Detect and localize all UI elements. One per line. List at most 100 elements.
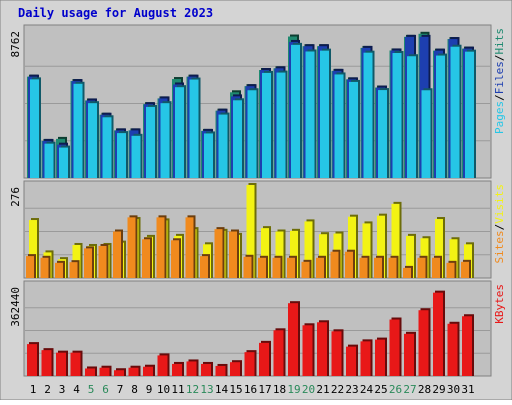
x-tick-label-day-11: 11 bbox=[171, 383, 184, 396]
bar-sites-day-30 bbox=[446, 260, 457, 278]
bar-kbytes-day-11 bbox=[172, 361, 184, 376]
bar-sites-day-13-face bbox=[200, 256, 208, 278]
panel-hits-files-pages-legend: Pages/Files/Hits bbox=[493, 28, 506, 134]
bar-pages-day-16 bbox=[247, 88, 259, 178]
bar-sites-day-23-face bbox=[345, 251, 353, 278]
bar-pages-day-15-face bbox=[233, 100, 242, 178]
bar-pages-day-8 bbox=[131, 133, 143, 178]
bar-pages-day-14-face bbox=[218, 114, 228, 178]
bar-kbytes-day-23-face bbox=[346, 346, 356, 376]
bar-kbytes-day-1 bbox=[27, 342, 39, 376]
bar-visits-day-18 bbox=[275, 229, 286, 278]
bar-sites-day-1 bbox=[26, 254, 36, 278]
bar-kbytes-day-23 bbox=[346, 344, 358, 376]
bar-pages-day-17-face bbox=[262, 72, 271, 178]
bar-visits-day-17-face bbox=[261, 228, 269, 278]
bar-kbytes-day-17-face bbox=[259, 342, 269, 376]
bar-sites-day-23 bbox=[345, 249, 355, 278]
bar-sites-day-17 bbox=[258, 255, 268, 278]
bar-visits-day-20 bbox=[304, 219, 315, 278]
bar-sites-day-6 bbox=[98, 243, 109, 278]
bar-kbytes-day-9-face bbox=[143, 366, 153, 376]
bar-sites-day-24 bbox=[359, 255, 370, 278]
x-tick-label-day-30: 30 bbox=[447, 383, 460, 396]
bar-kbytes-day-31-face bbox=[462, 316, 472, 376]
bar-pages-day-3 bbox=[59, 145, 70, 178]
bar-visits-day-1 bbox=[29, 218, 39, 278]
bar-kbytes-day-24 bbox=[360, 339, 373, 376]
bar-sites-day-26-face bbox=[388, 257, 397, 278]
panel-hits-files-pages: 8762 Pages/Files/Hits bbox=[9, 24, 506, 179]
bar-kbytes-day-25 bbox=[375, 337, 387, 376]
bar-pages-day-18-face bbox=[276, 72, 286, 178]
x-tick-label-day-7: 7 bbox=[117, 383, 124, 396]
bar-sites-day-19-face bbox=[287, 257, 295, 278]
bar-pages-day-19 bbox=[291, 42, 302, 178]
bar-kbytes-day-19 bbox=[288, 301, 300, 376]
x-tick-label-day-25: 25 bbox=[374, 383, 387, 396]
bar-visits-day-23-face bbox=[348, 216, 356, 278]
bar-pages-day-29 bbox=[436, 53, 447, 179]
bar-kbytes-day-26 bbox=[389, 317, 402, 376]
x-tick-label-day-24: 24 bbox=[360, 383, 374, 396]
bar-sites-day-2-face bbox=[40, 257, 49, 278]
bar-visits-day-29-face bbox=[435, 219, 443, 278]
bar-sites-day-13 bbox=[200, 254, 210, 278]
bar-sites-day-21 bbox=[316, 255, 326, 278]
bar-sites-day-11 bbox=[171, 238, 181, 278]
bar-kbytes-day-18-face bbox=[273, 330, 284, 376]
bar-kbytes-day-2-face bbox=[41, 350, 52, 376]
bar-visits-day-30 bbox=[449, 237, 460, 278]
bar-pages-day-16-face bbox=[247, 90, 257, 178]
bar-pages-day-25 bbox=[378, 88, 389, 178]
bar-pages-day-11 bbox=[175, 85, 186, 178]
bar-visits-day-23 bbox=[348, 214, 358, 278]
bar-pages-day-26-face bbox=[392, 53, 402, 178]
bar-kbytes-day-13-face bbox=[201, 363, 211, 376]
bar-pages-day-21-face bbox=[320, 50, 329, 178]
bar-visits-day-1-face bbox=[29, 220, 37, 278]
bar-pages-day-30-face bbox=[450, 46, 460, 179]
panel-visits-sites-legend: Sites/Visits bbox=[493, 184, 506, 264]
bar-sites-day-14 bbox=[214, 227, 225, 278]
x-tick-label-day-8: 8 bbox=[131, 383, 138, 396]
bar-kbytes-day-9 bbox=[143, 364, 155, 376]
bar-pages-day-12 bbox=[189, 77, 201, 178]
x-tick-label-day-26: 26 bbox=[389, 383, 402, 396]
legend-item-hits: Hits bbox=[493, 28, 506, 55]
x-tick-label-day-14: 14 bbox=[215, 383, 229, 396]
bar-sites-day-31-face bbox=[461, 261, 469, 278]
bar-pages-day-22-face bbox=[334, 74, 344, 178]
bar-kbytes-day-16 bbox=[244, 350, 257, 376]
bar-sites-day-29-face bbox=[432, 257, 440, 278]
bar-kbytes-day-7-face bbox=[114, 370, 124, 376]
panel-kbytes-y-max-label: 362440 bbox=[9, 287, 22, 327]
x-axis-labels: 1 2 3 4 5 6 7 8 9 10 11 12 13 14 15 16 17 18 19 20 21 22 23 24 2… bbox=[30, 383, 475, 396]
bar-visits-day-24 bbox=[362, 221, 373, 278]
bar-pages-day-1 bbox=[30, 77, 41, 178]
bar-pages-day-20 bbox=[305, 49, 317, 178]
panel-hits-files-pages-y-max-label: 8762 bbox=[9, 31, 22, 58]
bar-sites-day-1-face bbox=[26, 256, 34, 278]
legend-item-visits: Visits bbox=[493, 184, 506, 224]
panel-hits-files-pages-legend-text: Pages/Files/Hits bbox=[493, 28, 506, 134]
bar-sites-day-18 bbox=[272, 255, 283, 278]
x-tick-label-day-20: 20 bbox=[302, 383, 315, 396]
bar-kbytes-day-27 bbox=[404, 331, 416, 376]
bar-pages-day-1-face bbox=[30, 79, 39, 178]
bar-pages-day-9 bbox=[146, 104, 157, 178]
bar-pages-day-28 bbox=[421, 88, 433, 178]
x-tick-label-day-16: 16 bbox=[244, 383, 257, 396]
bar-visits-day-16-face bbox=[246, 185, 255, 278]
bar-sites-day-25-face bbox=[374, 257, 382, 278]
bar-pages-day-2-face bbox=[44, 143, 54, 178]
bar-sites-day-12-face bbox=[185, 217, 194, 278]
bar-sites-day-16 bbox=[243, 254, 254, 278]
bar-sites-day-26 bbox=[388, 255, 399, 278]
bar-sites-day-9 bbox=[142, 237, 152, 278]
x-tick-label-day-22: 22 bbox=[331, 383, 344, 396]
bar-pages-day-4 bbox=[73, 81, 85, 178]
bar-pages-day-7 bbox=[117, 131, 128, 178]
bar-sites-day-29 bbox=[432, 255, 442, 278]
